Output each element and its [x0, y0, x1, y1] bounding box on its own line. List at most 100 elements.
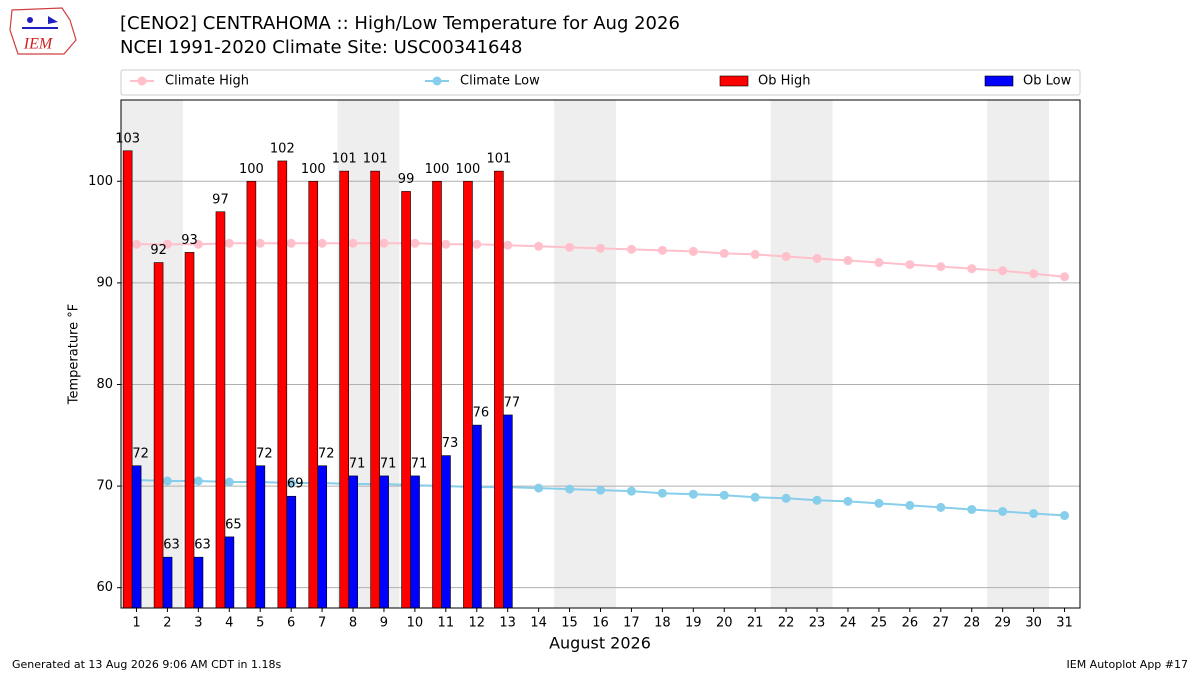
marker: [657, 245, 667, 255]
bar: [339, 170, 349, 609]
x-tick-label: 3: [194, 616, 202, 631]
marker: [750, 249, 760, 259]
marker: [286, 238, 296, 248]
x-tick-label: 6: [287, 616, 295, 631]
marker: [131, 239, 141, 249]
marker: [1029, 269, 1039, 279]
bar: [432, 180, 442, 609]
x-tick-label: 4: [225, 616, 233, 631]
y-tick-label: 100: [88, 174, 113, 189]
x-tick-label: 24: [840, 616, 857, 631]
bar: [463, 180, 473, 609]
bar: [224, 536, 235, 609]
value-label: 63: [194, 538, 211, 553]
marker: [472, 239, 482, 249]
marker: [626, 244, 636, 254]
marker: [348, 238, 358, 248]
marker: [193, 476, 203, 486]
marker: [317, 238, 327, 248]
bar: [503, 414, 513, 609]
value-label: 72: [132, 446, 149, 461]
x-tick-label: 31: [1056, 616, 1073, 631]
marker: [688, 489, 698, 499]
logo-text: IEM: [23, 36, 54, 53]
value-label: 100: [239, 162, 264, 177]
x-tick-label: 12: [468, 616, 485, 631]
marker: [255, 238, 265, 248]
bar: [410, 475, 420, 609]
value-label: 71: [380, 456, 397, 471]
value-label: 101: [486, 152, 511, 167]
marker: [1060, 511, 1070, 521]
bar: [317, 465, 328, 609]
marker: [596, 243, 605, 253]
value-label: 100: [456, 162, 481, 177]
x-tick-label: 2: [163, 616, 171, 631]
marker: [936, 262, 946, 272]
legend-label: Climate Low: [460, 74, 540, 89]
bar: [472, 424, 482, 609]
bar: [255, 465, 266, 609]
marker: [193, 239, 203, 249]
bar: [286, 495, 297, 609]
bar: [162, 556, 173, 609]
legend-label: Ob High: [758, 74, 811, 89]
marker: [410, 238, 420, 248]
value-label: 101: [332, 152, 357, 167]
value-label: 101: [363, 152, 388, 167]
value-label: 69: [287, 477, 304, 492]
x-tick-label: 13: [499, 616, 516, 631]
marker: [843, 256, 853, 266]
marker: [719, 490, 729, 500]
marker: [998, 266, 1008, 276]
x-tick-label: 10: [407, 616, 424, 631]
bar: [153, 262, 164, 609]
x-tick-label: 19: [685, 616, 702, 631]
marker: [657, 488, 667, 498]
value-label: 65: [225, 517, 242, 532]
value-label: 100: [301, 162, 326, 177]
legend-swatch: [719, 75, 749, 87]
value-label: 63: [163, 538, 180, 553]
x-tick-label: 8: [349, 616, 357, 631]
x-tick-label: 21: [747, 616, 764, 631]
value-label: 93: [181, 233, 198, 248]
x-tick-label: 7: [318, 616, 326, 631]
footer-right: IEM Autoplot App #17: [1067, 658, 1189, 671]
x-tick-label: 9: [380, 616, 388, 631]
marker: [905, 500, 915, 510]
bar: [215, 211, 226, 609]
x-tick-label: 29: [994, 616, 1011, 631]
bar: [494, 170, 504, 609]
value-label: 92: [150, 243, 167, 258]
x-tick-label: 5: [256, 616, 264, 631]
logo: IEM: [9, 7, 77, 55]
marker: [936, 502, 946, 512]
legend-label: Ob Low: [1023, 74, 1072, 89]
value-label: 97: [212, 192, 229, 207]
x-tick-label: 11: [438, 616, 455, 631]
y-tick-label: 60: [96, 580, 113, 595]
marker: [441, 239, 451, 249]
value-label: 76: [473, 406, 490, 421]
legend-label: Climate High: [165, 74, 249, 89]
y-tick-label: 90: [96, 275, 113, 290]
marker: [224, 238, 234, 248]
marker: [626, 486, 636, 496]
marker: [1060, 272, 1070, 282]
y-tick-label: 80: [96, 377, 113, 392]
bar: [401, 191, 411, 609]
y-tick-label: 70: [96, 479, 113, 494]
marker: [967, 264, 977, 274]
marker: [812, 495, 822, 505]
x-tick-label: 16: [592, 616, 609, 631]
bar: [193, 556, 204, 609]
bar: [122, 150, 133, 609]
value-label: 103: [115, 131, 140, 146]
marker: [596, 485, 605, 495]
value-label: 77: [504, 395, 521, 410]
weekend-band: [554, 100, 616, 608]
weekend-band: [987, 100, 1050, 608]
value-label: 72: [318, 446, 335, 461]
